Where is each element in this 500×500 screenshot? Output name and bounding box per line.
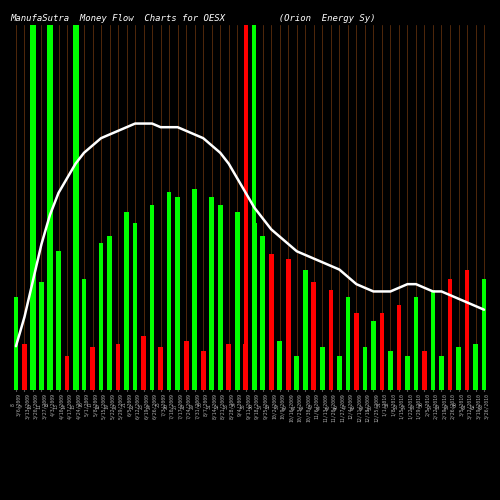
Bar (439, 356, 444, 390)
Bar (346, 298, 350, 390)
Bar (210, 197, 214, 390)
Bar (73, 290, 78, 390)
Bar (226, 344, 231, 390)
Bar (158, 347, 163, 390)
Bar (362, 347, 367, 390)
Bar (47, 18, 53, 390)
Bar (448, 279, 452, 390)
Bar (64, 356, 70, 390)
Bar (150, 204, 154, 390)
Bar (90, 347, 95, 390)
Bar (371, 320, 376, 390)
Bar (380, 313, 384, 390)
Bar (56, 251, 61, 390)
Bar (218, 204, 222, 390)
Bar (98, 244, 103, 390)
Bar (328, 290, 333, 390)
Bar (320, 347, 324, 390)
Bar (260, 236, 265, 390)
Bar (124, 212, 129, 390)
Bar (294, 356, 299, 390)
Bar (422, 352, 427, 390)
Bar (116, 344, 120, 390)
Bar (473, 344, 478, 390)
Bar (82, 279, 86, 390)
Bar (269, 254, 274, 390)
Bar (278, 340, 282, 390)
Bar (244, 344, 248, 390)
Bar (405, 356, 410, 390)
Bar (303, 270, 308, 390)
Bar (22, 344, 27, 390)
Bar (312, 282, 316, 390)
Bar (142, 336, 146, 390)
Bar (48, 352, 52, 390)
Bar (388, 352, 393, 390)
Bar (252, 223, 256, 390)
Bar (201, 352, 205, 390)
Bar (72, 18, 78, 390)
Bar (414, 298, 418, 390)
Bar (244, 18, 248, 390)
Bar (192, 189, 197, 390)
Bar (464, 270, 469, 390)
Bar (337, 356, 342, 390)
Bar (456, 347, 461, 390)
Bar (133, 223, 138, 390)
Bar (14, 298, 18, 390)
Bar (30, 18, 36, 390)
Bar (430, 290, 436, 390)
Bar (252, 18, 256, 390)
Bar (235, 212, 240, 390)
Bar (30, 266, 36, 390)
Bar (354, 313, 358, 390)
Bar (396, 305, 402, 390)
Bar (184, 340, 188, 390)
Bar (286, 258, 290, 390)
Bar (176, 197, 180, 390)
Bar (482, 279, 486, 390)
Text: ManufaSutra  Money Flow  Charts for OESX          (Orion  Energy Sy): ManufaSutra Money Flow Charts for OESX (… (10, 14, 376, 23)
Bar (107, 236, 112, 390)
Bar (167, 192, 172, 390)
Bar (39, 282, 44, 390)
